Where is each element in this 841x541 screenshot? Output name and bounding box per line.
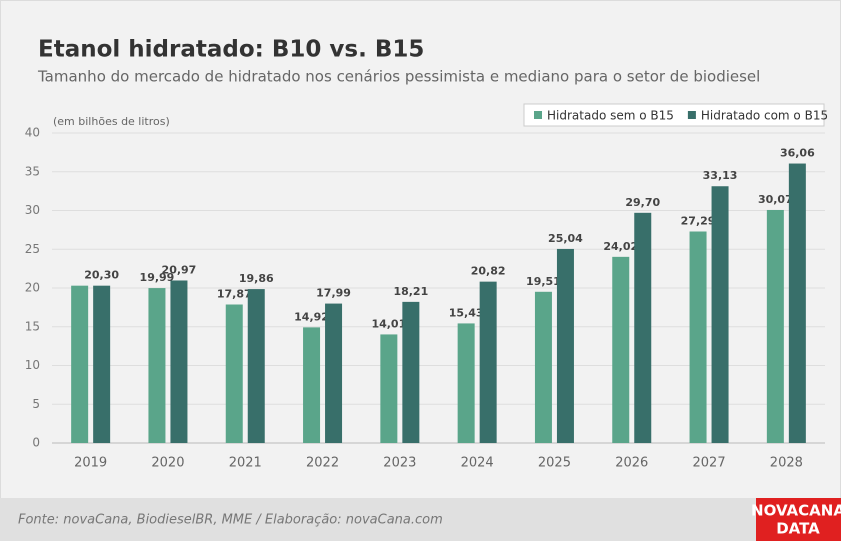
data-label: 19,99 <box>140 271 175 284</box>
y-axis-label: (em bilhões de litros) <box>53 115 170 128</box>
x-tick-label: 2028 <box>770 456 803 471</box>
y-tick-label: 25 <box>25 242 40 256</box>
data-label: 33,13 <box>703 169 738 182</box>
x-tick-label: 2022 <box>306 456 339 471</box>
chart-title: Etanol hidratado: B10 vs. B15 <box>38 37 424 63</box>
y-tick-label: 35 <box>25 164 40 178</box>
bar <box>380 334 398 443</box>
data-label: 18,21 <box>393 285 428 298</box>
legend-swatch <box>534 111 542 119</box>
y-tick-label: 40 <box>25 126 40 140</box>
bar <box>247 289 265 443</box>
x-tick-label: 2024 <box>461 456 494 471</box>
data-label: 17,87 <box>217 288 252 301</box>
x-tick-label: 2026 <box>615 456 648 471</box>
data-label: 20,82 <box>471 265 506 278</box>
x-tick-label: 2023 <box>383 456 416 471</box>
bar <box>711 186 729 443</box>
bar <box>534 291 552 443</box>
x-tick-label: 2020 <box>151 456 184 471</box>
data-label: 19,51 <box>526 275 561 288</box>
y-tick-label: 20 <box>25 281 40 295</box>
x-tick-label: 2021 <box>229 456 262 471</box>
bar <box>402 301 420 443</box>
bar <box>303 327 321 443</box>
y-tick-label: 30 <box>25 203 40 217</box>
legend: Hidratado sem o B15 Hidratado com o B15 <box>523 103 828 127</box>
legend-label: Hidratado sem o B15 <box>547 109 674 123</box>
data-label: 17,99 <box>316 287 351 300</box>
logo-text: DATA <box>776 520 820 538</box>
bar <box>556 248 574 443</box>
x-tick-label: 2025 <box>538 456 571 471</box>
data-label: 24,02 <box>603 240 638 253</box>
bar <box>170 280 188 443</box>
logo-text: NOVACANA <box>751 502 841 520</box>
footer-band <box>0 498 841 541</box>
y-tick-label: 10 <box>25 358 40 372</box>
bar <box>71 285 89 443</box>
bar <box>689 231 707 443</box>
x-tick-label: 2027 <box>693 456 726 471</box>
data-label: 36,06 <box>780 147 815 160</box>
y-tick-label: 15 <box>25 319 40 333</box>
bar <box>325 303 343 443</box>
source: Fonte: novaCana, BiodieselBR, MME / Elab… <box>18 513 443 528</box>
legend-label: Hidratado com o B15 <box>701 109 828 123</box>
x-tick-label: 2019 <box>74 456 107 471</box>
bar <box>457 323 475 443</box>
data-label: 29,70 <box>625 196 660 209</box>
data-label: 25,04 <box>548 232 583 245</box>
data-label: 30,07 <box>758 193 793 206</box>
data-label: 27,29 <box>681 215 716 228</box>
data-label: 15,43 <box>449 306 484 319</box>
bar <box>479 281 497 443</box>
bar <box>788 163 806 443</box>
bar <box>225 304 243 443</box>
data-label: 14,92 <box>294 310 329 323</box>
data-label: 19,86 <box>239 272 274 285</box>
legend-box <box>523 103 825 127</box>
data-label: 20,30 <box>84 269 119 282</box>
bar <box>612 256 630 443</box>
bar <box>766 209 784 443</box>
y-tick-label: 0 <box>32 436 40 450</box>
logo-box <box>756 498 841 541</box>
bar <box>634 212 652 443</box>
data-label: 14,01 <box>371 317 406 330</box>
chart-subtitle: Tamanho do mercado de hidratado nos cená… <box>37 68 760 86</box>
bar <box>148 288 166 443</box>
data-label: 20,97 <box>162 263 197 276</box>
y-tick-label: 5 <box>32 397 40 411</box>
bar <box>93 285 111 443</box>
legend-swatch <box>687 111 696 119</box>
